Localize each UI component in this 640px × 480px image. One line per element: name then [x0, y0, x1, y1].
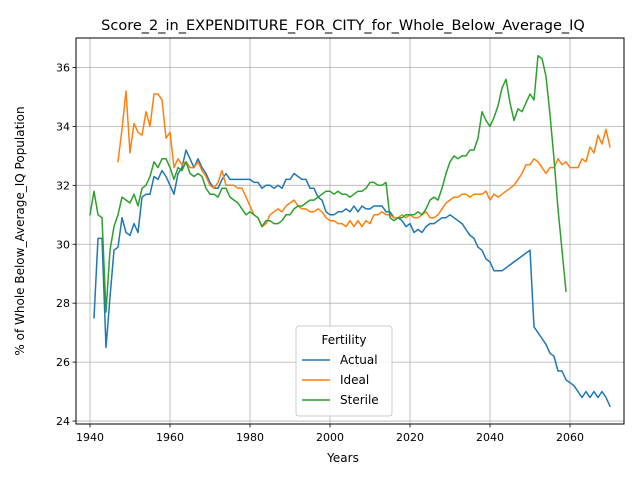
y-tick-label: 28 — [56, 297, 70, 310]
chart-title: Score_2_in_EXPENDITURE_FOR_CITY_for_Whol… — [101, 18, 585, 34]
y-tick-label: 24 — [56, 415, 70, 428]
x-tick-label: 2060 — [556, 431, 584, 444]
plot-frame — [75, 37, 625, 425]
y-tick-label: 32 — [56, 179, 70, 192]
legend-label: Sterile — [340, 393, 379, 407]
x-axis-label: Years — [326, 451, 359, 465]
legend: Fertility Actual Ideal Sterile — [295, 325, 393, 417]
y-tick-label: 30 — [56, 238, 70, 251]
y-tick-label: 34 — [56, 120, 70, 133]
legend-items: Actual Ideal Sterile — [302, 353, 379, 407]
y-tick-label: 26 — [56, 356, 70, 369]
x-tick-label: 1940 — [76, 431, 104, 444]
x-tick-label: 2040 — [476, 431, 504, 444]
legend-title: Fertility — [321, 333, 366, 347]
x-tick-label: 1960 — [156, 431, 184, 444]
y-axis-label: % of Whole Below_Average_IQ Population — [13, 106, 27, 355]
series-line-actual — [93, 149, 611, 408]
legend-label: Ideal — [340, 373, 369, 387]
x-tick-label: 2000 — [316, 431, 344, 444]
axes: 1940 1960 1980 2000 2020 2040 2060 24 26 28 30 32 34… — [56, 61, 584, 444]
x-tick-label: 2020 — [396, 431, 424, 444]
x-tick-label: 1980 — [236, 431, 264, 444]
series-line-ideal — [117, 90, 611, 228]
legend-label: Actual — [340, 353, 378, 367]
series-layer — [89, 54, 611, 408]
y-tick-label: 36 — [56, 61, 70, 74]
series-line-sterile — [89, 54, 567, 313]
legend-box — [295, 325, 393, 417]
